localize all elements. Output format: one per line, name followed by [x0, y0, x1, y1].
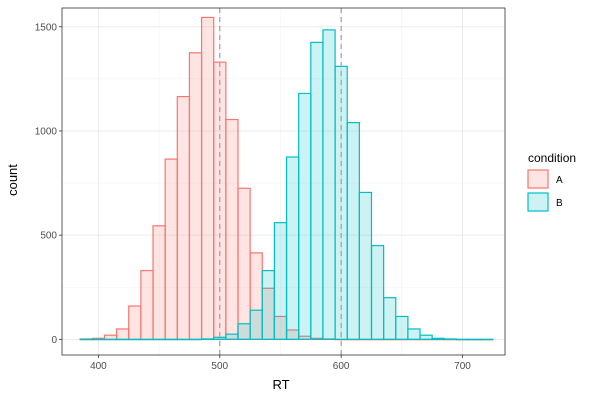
- legend-title: condition: [528, 151, 576, 165]
- bar-A-450: [152, 225, 166, 340]
- bar-B-530: [249, 309, 263, 340]
- bar-B-550: [273, 222, 288, 340]
- bar-B-520: [237, 323, 251, 340]
- bar-B-650: [395, 315, 409, 340]
- x-tick-label: 500: [211, 361, 228, 372]
- bar-A-490: [200, 16, 215, 340]
- bar-B-610: [346, 122, 360, 340]
- bar-A-470: [176, 95, 191, 340]
- bar-B-620: [358, 191, 373, 340]
- y-tick-label: 0: [51, 335, 57, 346]
- x-tick-label: 400: [90, 361, 107, 372]
- bar-B-660: [407, 328, 421, 340]
- bar-A-430: [128, 305, 142, 340]
- panel-border: [61, 7, 506, 356]
- y-tick-label: 1000: [35, 126, 58, 137]
- y-tick-label: 1500: [35, 22, 58, 33]
- bar-B-540: [261, 269, 275, 340]
- y-axis-title: count: [5, 164, 20, 196]
- reference-lines: [219, 8, 342, 355]
- bar-B-670: [419, 334, 433, 340]
- legend-label-B: B: [556, 198, 563, 209]
- bar-B-580: [310, 41, 324, 340]
- legend-label-A: A: [556, 175, 563, 186]
- legend: condition AB: [527, 151, 576, 212]
- bar-B-680: [431, 337, 445, 340]
- series-B: [79, 29, 494, 341]
- bar-A-520: [237, 187, 251, 340]
- panel-background: [62, 8, 505, 355]
- legend-items: AB: [527, 169, 563, 212]
- x-tick-label: 700: [454, 361, 471, 372]
- bar-A-480: [188, 52, 203, 340]
- bar-A-410: [103, 334, 118, 340]
- bar-B-570: [298, 92, 312, 340]
- legend-key-A: [527, 169, 549, 189]
- legend-key-B: [527, 192, 549, 212]
- x-axis-title: RT: [272, 377, 289, 392]
- x-tick-label: 600: [333, 361, 350, 372]
- bar-B-590: [322, 29, 336, 340]
- plot-panel: [61, 7, 506, 356]
- y-axis-ticks: 0 500 1000 1500: [35, 22, 62, 346]
- bar-A-510: [225, 118, 239, 340]
- x-axis-ticks: 400 500 600 700: [90, 355, 471, 372]
- bar-B-500: [213, 336, 227, 340]
- y-tick-label: 500: [40, 231, 57, 242]
- bar-A-440: [140, 269, 154, 340]
- bar-B-510: [225, 333, 239, 340]
- bar-B-560: [285, 156, 300, 340]
- bar-A-420: [116, 328, 130, 340]
- bar-B-630: [370, 244, 385, 340]
- bar-A-460: [164, 158, 178, 340]
- bar-B-640: [383, 297, 397, 340]
